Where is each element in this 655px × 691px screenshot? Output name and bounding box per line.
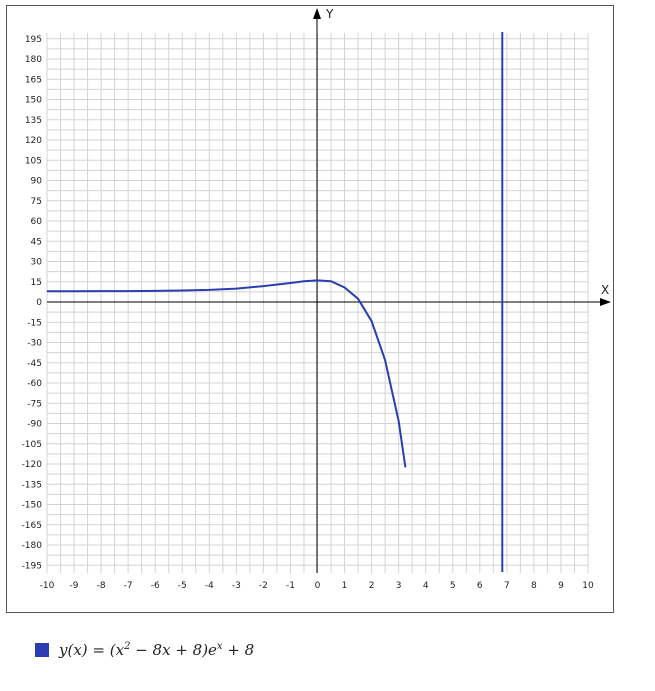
x-tick-label: -6: [151, 581, 160, 591]
y-tick-label: 60: [31, 217, 43, 227]
x-tick-label: 3: [396, 581, 402, 591]
x-tick-label: 6: [477, 581, 483, 591]
y-tick-label: 165: [25, 75, 42, 85]
x-tick-label: 2: [369, 581, 375, 591]
legend: y(x) = (x2 − 8x + 8)ex + 8: [35, 640, 254, 660]
x-tick-label: 9: [558, 581, 564, 591]
legend-text-main: y(x) = (x: [59, 641, 125, 659]
x-tick-label: -7: [124, 581, 133, 591]
y-tick-label: 150: [25, 96, 42, 106]
line-chart: XY-10 -9 -8 -7 -6 -5 -4 -3 -2 -1 0 1 2 3 4 5 6 7 8 9 1019518…: [22, 7, 611, 591]
y-tick-label: -15: [27, 318, 42, 328]
y-tick-label: -135: [22, 480, 42, 490]
y-tick-label: 105: [25, 156, 42, 166]
y-tick-label: 75: [31, 197, 42, 207]
legend-text-sup1: 2: [124, 641, 131, 652]
y-tick-label: 90: [31, 177, 43, 187]
x-axis-arrow: [600, 298, 611, 306]
y-tick-label: 120: [25, 136, 42, 146]
x-tick-label: 1: [342, 581, 348, 591]
x-tick-label: -4: [205, 581, 214, 591]
y-tick-label: -120: [22, 460, 43, 470]
y-tick-label: -45: [27, 359, 42, 369]
y-tick-label: -180: [22, 541, 43, 551]
x-tick-label: 5: [450, 581, 456, 591]
x-tick-label: -8: [97, 581, 106, 591]
y-tick-label: -30: [27, 339, 42, 349]
y-axis-arrow: [313, 8, 321, 19]
chart-frame: X Y -10 -9 -8 -7 -6 -5 -4 -3 -2 -1 0 1 2 3 4 5 6 7 8 9 10 195 18…: [6, 5, 614, 613]
x-tick-label: -9: [70, 581, 79, 591]
legend-text-end: + 8: [222, 641, 255, 659]
x-tick-label: -5: [178, 581, 187, 591]
y-tick-label: 0: [36, 298, 42, 308]
y-tick-label: -75: [27, 399, 42, 409]
legend-label: y(x) = (x2 − 8x + 8)ex + 8: [59, 641, 254, 659]
legend-text-mid: − 8x + 8)e: [130, 641, 217, 659]
x-tick-label: -1: [286, 581, 295, 591]
y-tick-label: 45: [31, 237, 42, 247]
y-tick-label: -150: [22, 501, 43, 511]
x-tick-label: 10: [582, 581, 594, 591]
x-tick-label: -2: [259, 581, 268, 591]
y-tick-label: 195: [25, 35, 42, 45]
legend-text-sup2: x: [216, 641, 223, 652]
x-tick-label: -10: [40, 581, 55, 591]
x-tick-label: 0: [315, 581, 321, 591]
x-tick-label: 7: [504, 581, 510, 591]
y-tick-label: 30: [31, 258, 43, 268]
y-tick-label: 15: [31, 278, 42, 288]
y-tick-label: -90: [27, 420, 42, 430]
y-tick-label: -165: [22, 521, 42, 531]
x-axis-label: X: [601, 283, 609, 297]
y-axis-label: Y: [325, 7, 334, 21]
y-tick-label: 180: [25, 55, 42, 65]
x-tick-label: 8: [531, 581, 537, 591]
y-tick-label: -105: [22, 440, 42, 450]
y-tick-label: -195: [22, 561, 42, 571]
legend-swatch: [35, 643, 49, 657]
y-tick-label: -60: [27, 379, 42, 389]
x-tick-label: -3: [232, 581, 241, 591]
y-tick-label: 135: [25, 116, 42, 126]
x-tick-label: 4: [423, 581, 429, 591]
series-line-curve: [47, 279, 407, 468]
